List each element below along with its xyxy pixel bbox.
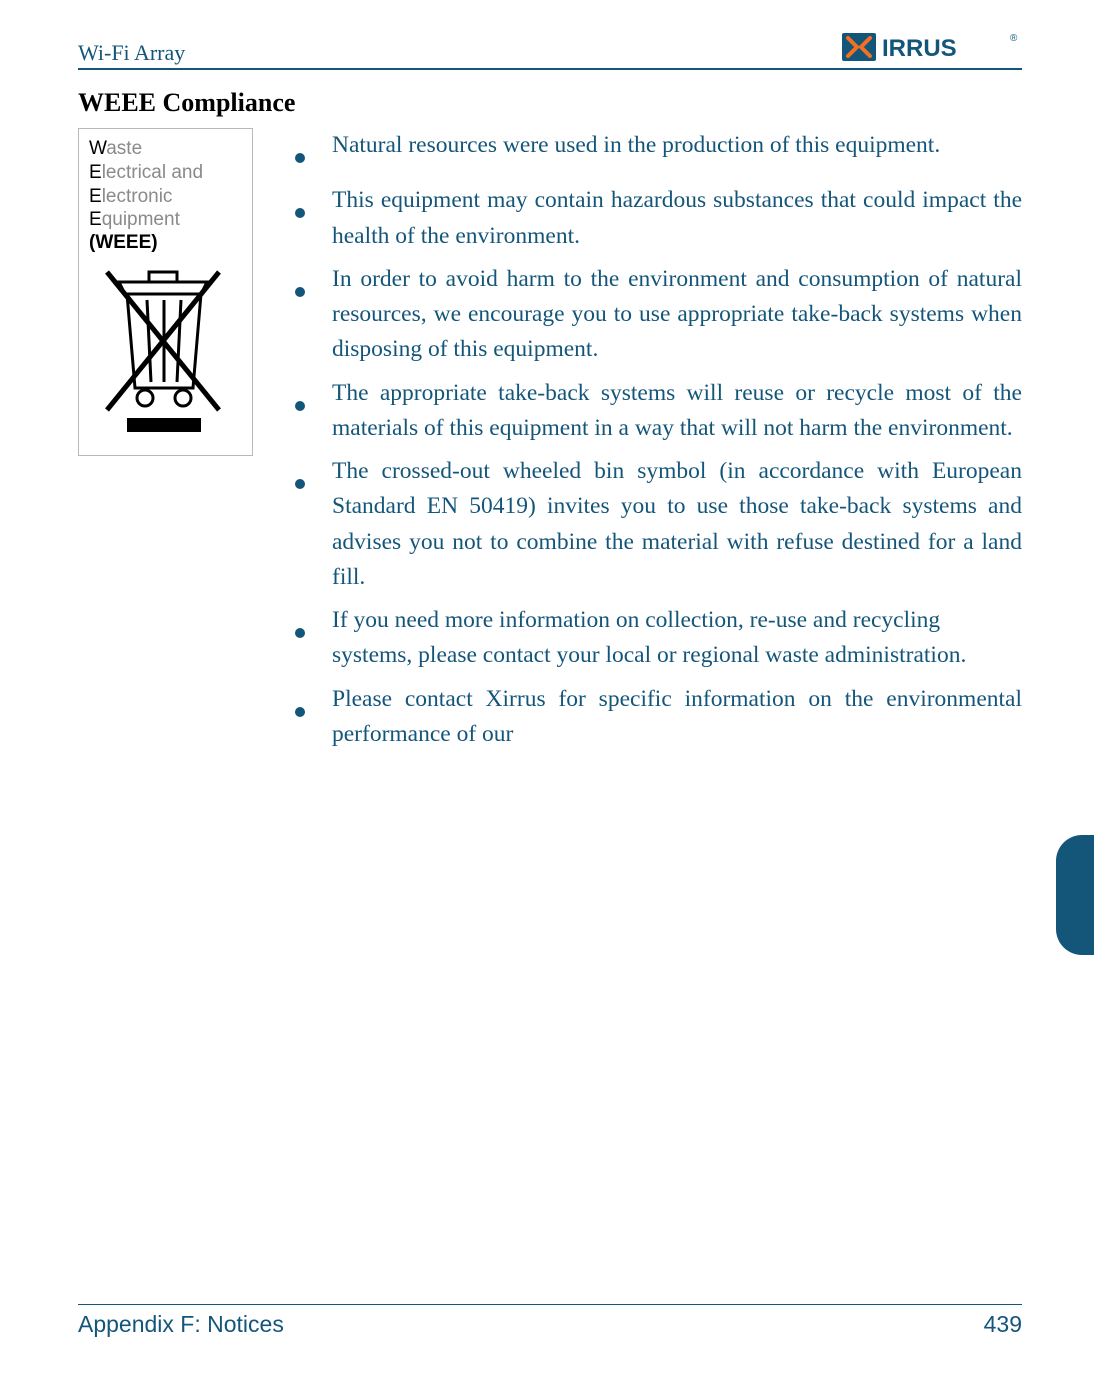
- list-item: If you need more information on collecti…: [288, 603, 1022, 674]
- weee-line: Electronic: [89, 185, 242, 209]
- bullet-icon: [288, 376, 332, 447]
- bullet-icon: [288, 262, 332, 368]
- weee-graphic: Waste Electrical and Electronic Equipmen…: [78, 128, 258, 752]
- weee-line: Electrical and: [89, 161, 242, 185]
- page-header: Wi-Fi Array IRRUS ®: [78, 30, 1022, 70]
- section-tab: [1056, 835, 1094, 955]
- svg-text:®: ®: [1010, 33, 1018, 44]
- list-item: This equipment may contain hazardous sub…: [288, 183, 1022, 254]
- list-item: The crossed-out wheeled bin symbol (in a…: [288, 454, 1022, 595]
- weee-line: Waste: [89, 137, 242, 161]
- footer-page-number: 439: [984, 1311, 1022, 1338]
- svg-text:IRRUS: IRRUS: [882, 35, 957, 62]
- list-item: Please contact Xirrus for specific infor…: [288, 682, 1022, 753]
- bullet-icon: [288, 603, 332, 674]
- weee-label-box: Waste Electrical and Electronic Equipmen…: [78, 128, 253, 456]
- page: Wi-Fi Array IRRUS ® WEEE Compliance Wast…: [0, 0, 1094, 1380]
- section-heading: WEEE Compliance: [78, 88, 1022, 118]
- bullet-text: If you need more information on collecti…: [332, 603, 1022, 674]
- crossed-bin-icon: [89, 260, 239, 440]
- list-item: Natural resources were used in the produ…: [288, 128, 1022, 175]
- weee-acronym: (WEEE): [89, 232, 242, 254]
- bullet-icon: [288, 183, 332, 254]
- bullet-text: In order to avoid harm to the environmen…: [332, 262, 1022, 368]
- content-area: Waste Electrical and Electronic Equipmen…: [78, 128, 1022, 752]
- bullet-text: The crossed-out wheeled bin symbol (in a…: [332, 454, 1022, 595]
- bullet-text: The appropriate take-back systems will r…: [332, 376, 1022, 447]
- weee-line: Equipment: [89, 208, 242, 232]
- bullet-icon: [288, 682, 332, 753]
- list-item: In order to avoid harm to the environmen…: [288, 262, 1022, 368]
- footer-left: Appendix F: Notices: [78, 1311, 284, 1338]
- bullet-text: This equipment may contain hazardous sub…: [332, 183, 1022, 254]
- header-title: Wi-Fi Array: [78, 40, 185, 66]
- bullet-text: Please contact Xirrus for specific infor…: [332, 682, 1022, 753]
- brand-logo: IRRUS ®: [842, 30, 1022, 66]
- bullet-text: Natural resources were used in the produ…: [332, 128, 1022, 175]
- bullet-icon: [288, 128, 332, 175]
- page-footer: Appendix F: Notices 439: [78, 1304, 1022, 1338]
- bullet-list: Natural resources were used in the produ…: [288, 128, 1022, 752]
- list-item: The appropriate take-back systems will r…: [288, 376, 1022, 447]
- bullet-icon: [288, 454, 332, 595]
